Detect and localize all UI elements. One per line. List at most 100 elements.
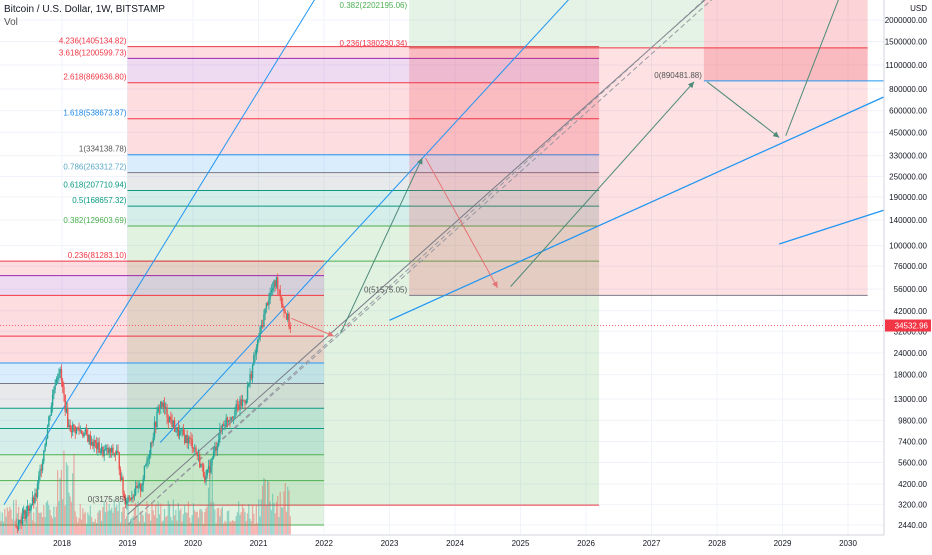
- volume-bar: [266, 505, 267, 535]
- candle-body: [61, 369, 62, 380]
- time-tick-label: 2024: [446, 539, 464, 548]
- volume-bar: [166, 516, 167, 535]
- candle-body: [117, 451, 118, 452]
- volume-bar: [287, 487, 288, 535]
- volume-bar: [252, 505, 253, 535]
- volume-label: Vol: [4, 16, 165, 29]
- price-tick-label: 190000.00: [889, 193, 927, 202]
- volume-bar: [155, 505, 156, 535]
- volume-bar: [127, 500, 128, 535]
- candle-body: [28, 506, 29, 511]
- time-tick-label: 2028: [708, 539, 726, 548]
- candle-body: [102, 447, 103, 456]
- candle-body: [64, 395, 65, 412]
- candle-body: [52, 395, 53, 406]
- candle-body: [288, 314, 289, 327]
- volume-bar: [73, 454, 74, 535]
- candle-body: [70, 425, 71, 431]
- candle-body: [238, 405, 239, 409]
- candle-body: [262, 325, 263, 327]
- candle-body: [62, 381, 63, 387]
- volume-bar: [223, 523, 224, 535]
- volume-bar: [173, 500, 174, 535]
- volume-bar: [258, 499, 259, 535]
- candle-body: [202, 464, 203, 465]
- price-tick-label: 450000.00: [889, 128, 927, 137]
- volume-bar: [85, 512, 86, 535]
- volume-bar: [197, 512, 198, 535]
- time-tick-label: 2022: [315, 539, 333, 548]
- volume-bar: [180, 508, 181, 535]
- candle-body: [44, 445, 45, 451]
- price-tick-label: 42000.00: [894, 307, 928, 316]
- candle-body: [251, 374, 252, 378]
- volume-bar: [41, 512, 42, 535]
- candle-body: [170, 417, 171, 420]
- volume-bar: [62, 499, 63, 535]
- candle-body: [131, 497, 132, 500]
- volume-bar: [193, 503, 194, 535]
- price-tick-label: 3200.00: [898, 501, 927, 510]
- candle-body: [18, 520, 19, 529]
- fib2-label: 0.236(1380230.34): [340, 39, 408, 48]
- candle-body: [236, 404, 237, 410]
- candle-body: [149, 454, 150, 458]
- fib1-label: 1(334138.78): [79, 145, 127, 154]
- volume-bar: [275, 513, 276, 535]
- candle-body: [242, 400, 243, 406]
- candle-body: [29, 508, 30, 511]
- volume-bar: [58, 501, 59, 535]
- volume-bar: [115, 507, 116, 535]
- candle-body: [111, 448, 112, 452]
- candle-body: [31, 506, 32, 509]
- volume-bar: [285, 483, 286, 535]
- price-tick-label: 4200.00: [898, 480, 927, 489]
- price-tick-label: 24000.00: [894, 349, 928, 358]
- candle-body: [259, 327, 260, 338]
- candle-body: [20, 520, 21, 524]
- volume-bar: [217, 508, 218, 535]
- volume-bar: [57, 470, 58, 535]
- candle-body: [285, 312, 286, 314]
- fib1-label: 4.236(1405134.82): [59, 37, 127, 46]
- candle-body: [283, 307, 284, 312]
- price-tick-label: 330000.00: [889, 152, 927, 161]
- candle-body: [271, 290, 272, 292]
- volume-bar: [70, 496, 71, 535]
- volume-bar: [76, 517, 77, 535]
- time-tick-label: 2018: [53, 539, 71, 548]
- volume-bar: [8, 511, 9, 535]
- volume-bar: [231, 522, 232, 535]
- volume-bar: [227, 511, 228, 535]
- price-tick-label: 250000.00: [889, 173, 927, 182]
- candle-body: [15, 525, 16, 528]
- volume-bar: [144, 522, 145, 535]
- candle-body: [290, 326, 291, 328]
- candle-body: [93, 440, 94, 446]
- price-tick-label: 13000.00: [894, 395, 928, 404]
- volume-bar: [33, 512, 34, 535]
- volume-bar: [200, 509, 201, 535]
- candle-body: [81, 430, 82, 433]
- volume-bar: [26, 522, 27, 535]
- volume-bar: [286, 512, 287, 535]
- candle-body: [189, 438, 190, 439]
- volume-bar: [4, 509, 5, 535]
- candle-body: [135, 486, 136, 495]
- volume-bar: [199, 509, 200, 535]
- volume-bar: [281, 507, 282, 535]
- volume-bar: [109, 504, 110, 535]
- candle-body: [164, 403, 165, 409]
- candle-body: [58, 374, 59, 378]
- candle-body: [27, 506, 28, 511]
- volume-bar: [213, 502, 214, 535]
- volume-bar: [83, 514, 84, 535]
- candle-body: [268, 299, 269, 305]
- volume-bar: [121, 512, 122, 535]
- candle-body: [244, 401, 245, 404]
- volume-bar: [16, 500, 17, 535]
- time-tick-label: 2020: [184, 539, 202, 548]
- candle-body: [243, 400, 244, 401]
- volume-bar: [23, 520, 24, 535]
